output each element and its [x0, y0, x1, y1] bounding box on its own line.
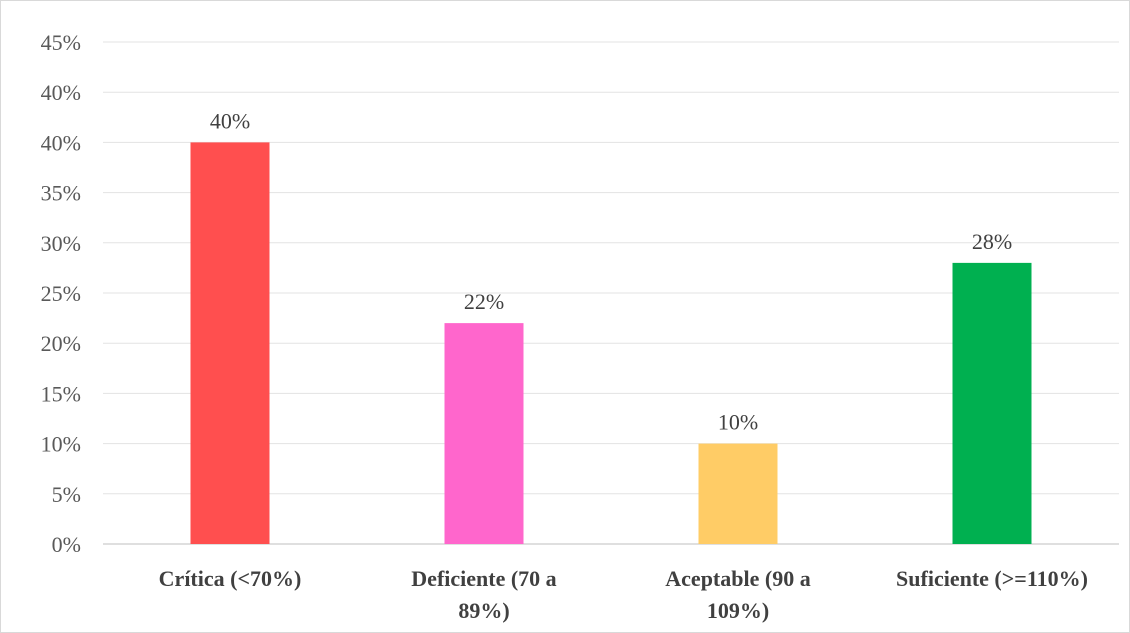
data-label: 10%: [718, 410, 758, 435]
category-label: Aceptable (90 a: [665, 566, 810, 591]
y-tick-label: 10%: [41, 432, 81, 457]
bar: [952, 262, 1032, 544]
category-label: Crítica (<70%): [159, 566, 302, 591]
category-label: Deficiente (70 a: [411, 566, 556, 591]
bars: [190, 142, 1032, 544]
y-tick-label: 15%: [41, 381, 81, 406]
category-label: 89%): [458, 598, 509, 623]
bar: [190, 142, 270, 544]
y-tick-label: 0%: [52, 532, 81, 557]
x-axis-categories: Crítica (<70%) Deficiente (70 a 89%) Acepta…: [159, 566, 1088, 623]
y-axis-ticks: 0% 5% 10% 15% 20% 25% 30% 35% 40% 40% 45%: [41, 30, 81, 557]
data-label: 40%: [210, 108, 250, 133]
y-tick-label: 40%: [41, 80, 81, 105]
y-tick-label: 40%: [41, 130, 81, 155]
category-label: 109%): [707, 598, 769, 623]
category-label: Suficiente (>=110%): [896, 566, 1088, 591]
y-tick-label: 20%: [41, 331, 81, 356]
data-labels: 40% 22% 10% 28%: [210, 108, 1012, 434]
y-tick-label: 35%: [41, 181, 81, 206]
bar: [698, 443, 778, 544]
gridlines: [103, 41, 1119, 545]
y-tick-label: 25%: [41, 281, 81, 306]
data-label: 22%: [464, 289, 504, 314]
y-tick-label: 45%: [41, 30, 81, 55]
y-tick-label: 5%: [52, 482, 81, 507]
y-tick-label: 30%: [41, 231, 81, 256]
bar: [444, 323, 524, 544]
data-label: 28%: [972, 229, 1012, 254]
